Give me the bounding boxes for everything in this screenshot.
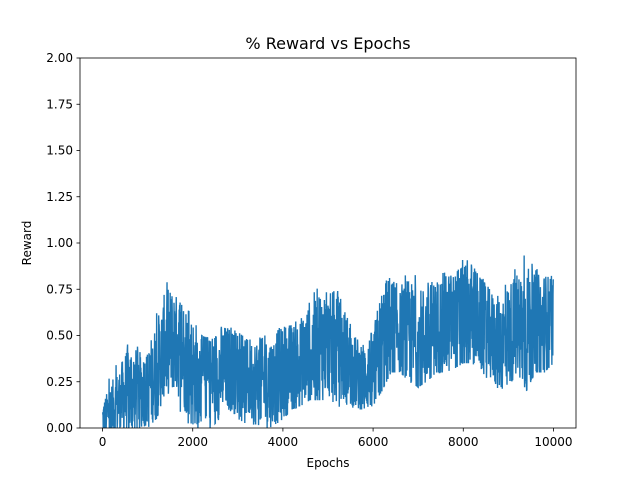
y-tick-label: 0.75 xyxy=(46,282,73,296)
series-line-reward xyxy=(101,255,555,428)
y-tick-label: 0.25 xyxy=(46,375,73,389)
x-axis-ticks: 0 2000 4000 6000 8000 10000 xyxy=(99,428,573,449)
y-tick-label: 1.75 xyxy=(46,97,73,111)
x-tick-label: 2000 xyxy=(177,435,208,449)
y-tick-label: 2.00 xyxy=(46,51,73,65)
x-axis-label: Epochs xyxy=(307,456,350,470)
x-tick-label: 10000 xyxy=(534,435,572,449)
y-axis-label: Reward xyxy=(20,221,34,266)
x-tick-label: 6000 xyxy=(358,435,389,449)
y-axis-ticks: 0.00 0.25 0.50 0.75 1.00 1.25 1.50 1.75 2.00 xyxy=(46,51,80,435)
x-tick-label: 8000 xyxy=(448,435,479,449)
y-tick-label: 1.50 xyxy=(46,144,73,158)
y-tick-label: 1.25 xyxy=(46,190,73,204)
y-tick-label: 0.50 xyxy=(46,329,73,343)
series-layer xyxy=(101,255,555,428)
chart-title: % Reward vs Epochs xyxy=(245,34,410,53)
x-tick-label: 0 xyxy=(99,435,107,449)
y-tick-label: 0.00 xyxy=(46,421,73,435)
y-tick-label: 1.00 xyxy=(46,236,73,250)
x-tick-label: 4000 xyxy=(268,435,299,449)
